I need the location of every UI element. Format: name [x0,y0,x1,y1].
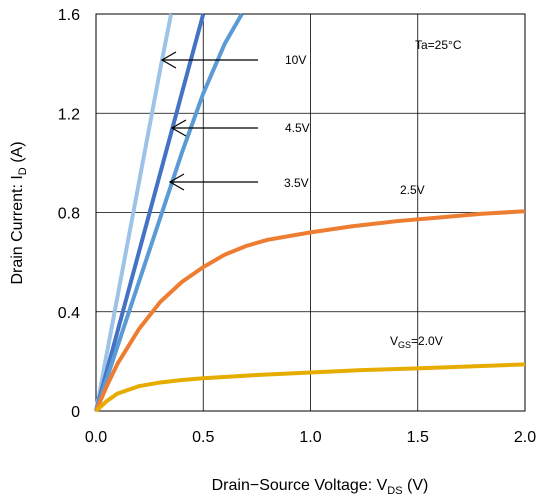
series-line-45v [94,13,206,412]
arrow-45v-head [170,119,187,137]
y-tick-label: 1.6 [58,7,80,24]
x-tick-label: 1.5 [407,429,429,446]
label-temperature: Ta=25°C [415,38,462,52]
y-tick-label: 0.4 [58,305,80,322]
series-line-25v [94,209,526,412]
label-45v: 4.5V [285,121,310,135]
label-25v: 2.5V [400,183,425,197]
series-layer [94,13,526,413]
y-tick-label: 0.8 [58,206,80,223]
y-tick-label: 1.2 [58,106,80,123]
label-10v: 10V [285,53,306,67]
x-tick-label: 0.0 [85,429,107,446]
arrow-10v-head [160,51,177,69]
label-35v: 3.5V [284,176,309,190]
x-axis-label: Drain−Source Voltage: VDS (V) [212,477,429,497]
label-vgs-20v: VGS=2.0V [390,334,443,350]
series-line-10v [94,13,174,412]
x-tick-labels: 0.0 0.5 1.0 1.5 2.0 [85,429,536,446]
x-tick-label: 0.5 [192,429,214,446]
arrow-35v-head [168,173,185,191]
y-axis-label: Drain Current: ID (A) [9,141,29,284]
annotations: 10V 4.5V 3.5V 2.5V VGS=2.0V Ta=25°C [160,38,462,350]
grid-lines [96,14,525,411]
y-tick-labels: 0 0.4 0.8 1.2 1.6 [58,7,80,421]
x-tick-label: 1.0 [299,429,321,446]
series-line-20v [94,362,526,413]
x-tick-label: 2.0 [514,429,536,446]
y-tick-label: 0 [71,404,80,421]
series-line-35v [94,13,244,412]
